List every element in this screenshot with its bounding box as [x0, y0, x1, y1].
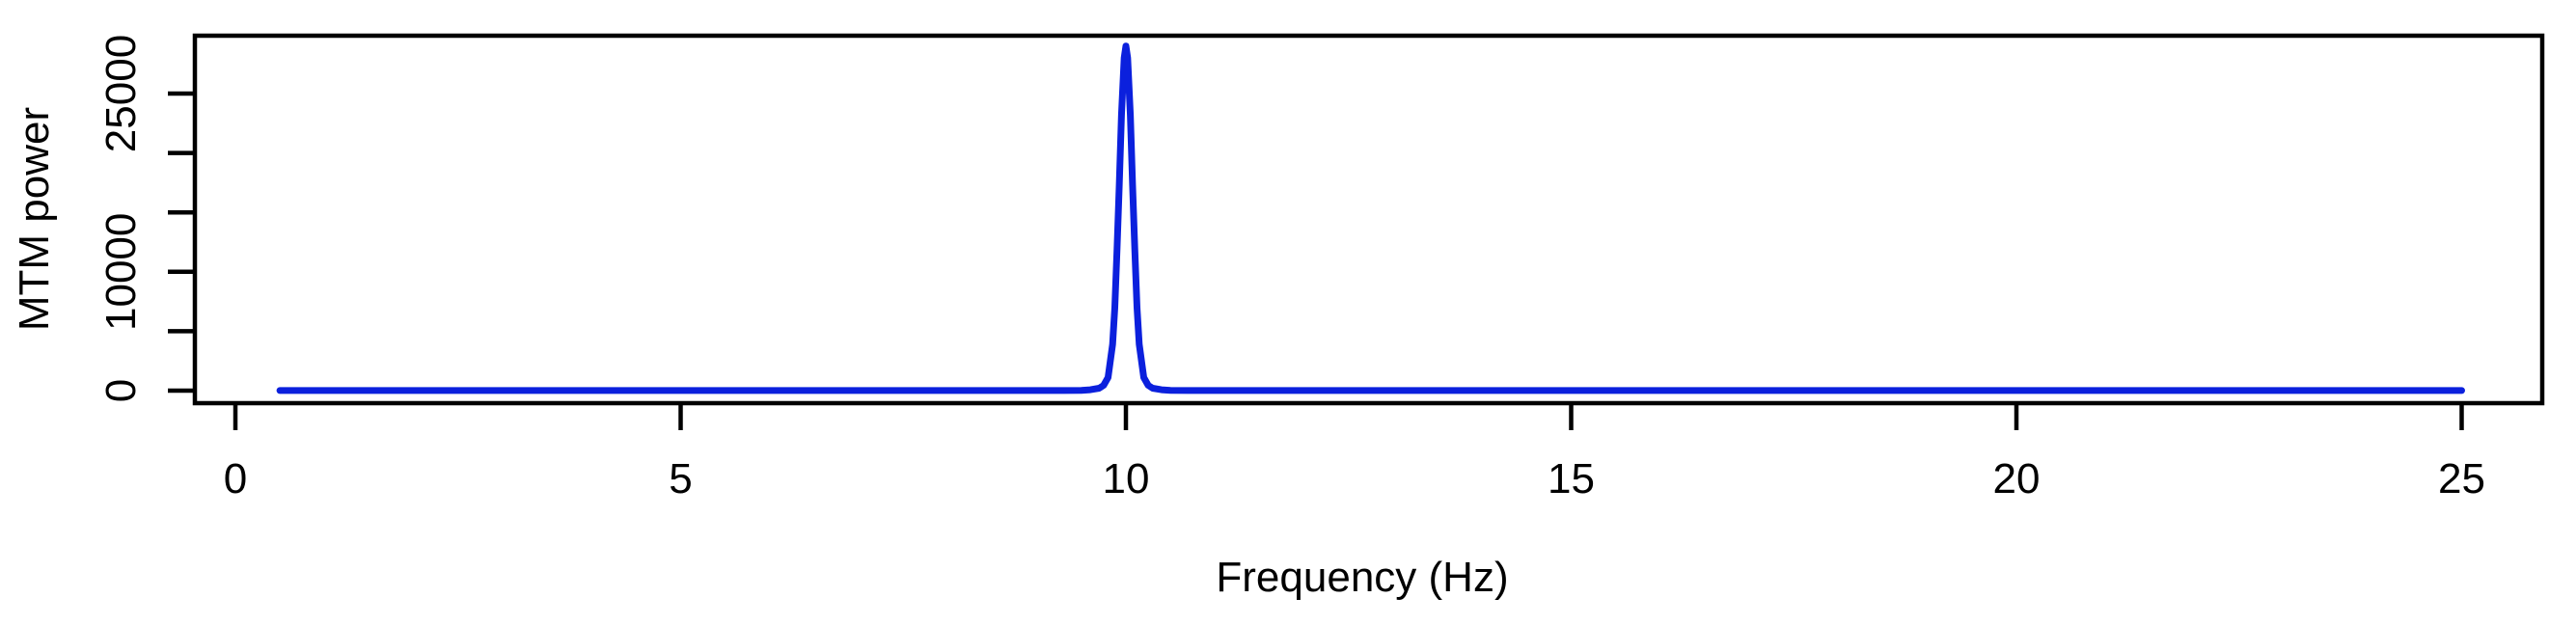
x-tick-label: 15 — [1548, 455, 1595, 503]
series-lines — [276, 42, 2465, 394]
x-tick-label: 0 — [224, 455, 247, 503]
plot-box — [192, 33, 2545, 406]
y-axis-ticks: 0 10000 25000 — [97, 35, 195, 402]
x-tick-label: 25 — [2438, 455, 2485, 503]
x-tick-label: 5 — [669, 455, 692, 503]
y-tick-label: 0 — [97, 379, 145, 402]
x-tick-label: 20 — [1993, 455, 2041, 503]
x-axis-title: Frequency (Hz) — [1216, 554, 1508, 601]
spectrum-line — [276, 42, 2465, 394]
x-axis-ticks: 0 5 10 15 20 25 — [224, 403, 2485, 503]
y-tick-label: 25000 — [97, 35, 145, 152]
y-axis-title: MTM power — [11, 107, 58, 331]
x-tick-label: 10 — [1103, 455, 1150, 503]
y-tick-label: 10000 — [97, 213, 145, 331]
